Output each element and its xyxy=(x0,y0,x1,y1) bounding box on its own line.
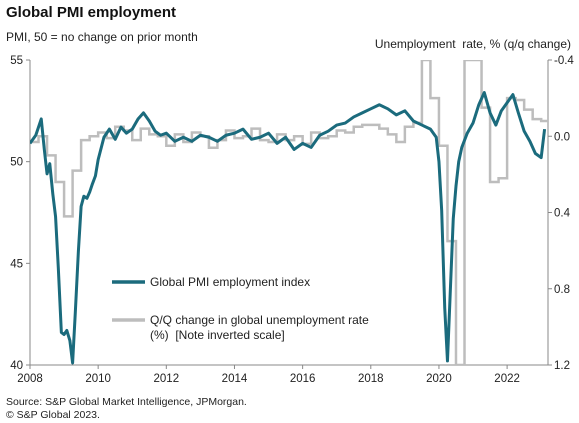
right-tick-label: -0.4 xyxy=(554,55,574,67)
x-tick-label: 2008 xyxy=(17,373,43,385)
copyright-line: © S&P Global 2023. xyxy=(6,409,100,421)
pmi-line xyxy=(30,91,547,365)
right-tick-label: 1.2 xyxy=(554,360,570,372)
x-tick-label: 2012 xyxy=(154,373,180,385)
left-axis-subtitle: PMI, 50 = no change on prior month xyxy=(6,30,198,44)
right-axis-subtitle: Unemployment rate, % (q/q change) xyxy=(374,37,571,51)
left-tick-label: 45 xyxy=(10,258,23,270)
right-tick-label: 0.8 xyxy=(554,284,570,296)
left-tick-label: 55 xyxy=(10,55,23,67)
source-footnote: Source: S&P Global Market Intelligence, … xyxy=(6,396,247,422)
chart-axes: 40 45 50 55 -0.4 0.0 0.4 0.8 1.2 2008 2010 2012 2014… xyxy=(10,55,574,385)
x-tick-label: 2014 xyxy=(222,373,248,385)
x-tick-label: 2016 xyxy=(290,373,316,385)
right-tick-label: 0.4 xyxy=(554,208,571,220)
right-tick-label: 0.0 xyxy=(554,131,570,143)
x-tick-label: 2018 xyxy=(358,373,384,385)
x-tick-label: 2010 xyxy=(85,373,111,385)
legend-label-pmi: Global PMI employment index xyxy=(150,275,310,289)
left-tick-label: 50 xyxy=(10,157,23,169)
pmi-series xyxy=(30,91,547,365)
source-line: Source: S&P Global Market Intelligence, … xyxy=(6,396,247,408)
x-tick-label: 2022 xyxy=(494,373,520,385)
chart-legend: Global PMI employment index Q/Q change i… xyxy=(112,275,369,342)
legend-label-unemployment-note: (%) [Note inverted scale] xyxy=(150,328,285,342)
x-tick-label: 2020 xyxy=(426,373,452,385)
legend-label-unemployment: Q/Q change in global unemployment rate xyxy=(150,313,369,327)
chart-title: Global PMI employment xyxy=(6,4,177,21)
left-tick-label: 40 xyxy=(10,360,23,372)
